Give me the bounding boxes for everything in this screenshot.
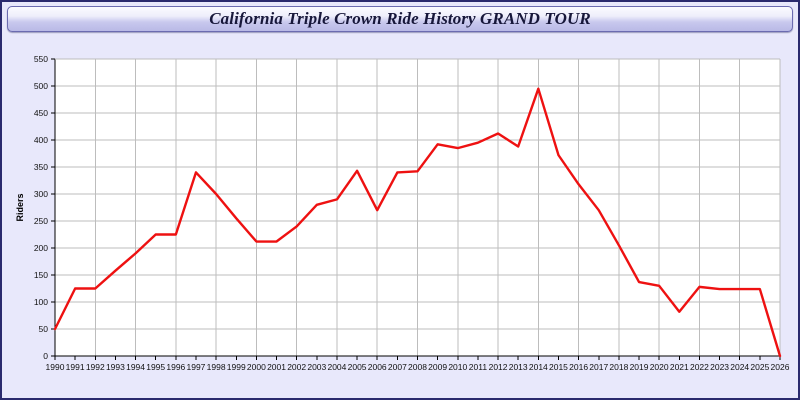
y-axis-tick-label: 300 (34, 189, 48, 199)
y-axis-tick-label: 550 (34, 54, 48, 64)
x-axis-tick-label: 1996 (166, 362, 185, 372)
x-axis-tick-label: 1991 (66, 362, 85, 372)
y-axis-tick-label: 250 (34, 216, 48, 226)
x-axis-tick-label: 1993 (106, 362, 125, 372)
x-axis-tick-label: 2020 (650, 362, 669, 372)
y-axis-tick-label: 0 (43, 351, 48, 361)
y-axis-tick-label: 500 (34, 81, 48, 91)
x-axis-tick-label: 1992 (86, 362, 105, 372)
x-axis-tick-label: 1990 (46, 362, 65, 372)
x-axis-tick-label: 2007 (388, 362, 407, 372)
y-axis-title: Riders (15, 193, 25, 221)
y-axis-tick-label: 50 (39, 324, 49, 334)
x-axis-tick-label: 2019 (630, 362, 649, 372)
series-line-riders (53, 87, 782, 358)
x-axis-tick-label: 2006 (368, 362, 387, 372)
x-axis-tick-label: 2011 (469, 362, 488, 372)
x-axis-tick-label: 2016 (569, 362, 588, 372)
x-axis-tick-label: 2000 (247, 362, 266, 372)
x-axis-tick-label: 1998 (207, 362, 226, 372)
x-axis-tick-label: 2022 (690, 362, 709, 372)
x-axis-tick-label: 1995 (146, 362, 165, 372)
x-axis-tick-label: 2023 (710, 362, 729, 372)
x-axis-tick-label: 2003 (307, 362, 326, 372)
x-axis-tick-label: 2013 (509, 362, 528, 372)
x-axis-tick-label: 1999 (227, 362, 246, 372)
y-axis-tick-label: 450 (34, 108, 48, 118)
x-axis-tick-label: 2015 (549, 362, 568, 372)
x-axis-tick-label: 2002 (287, 362, 306, 372)
y-axis-tick-label: 400 (34, 135, 48, 145)
x-axis-tick-label: 2010 (448, 362, 467, 372)
x-axis-tick-label: 2012 (489, 362, 508, 372)
x-axis-tick-label: 1997 (187, 362, 206, 372)
x-axis-tick-label: 2024 (730, 362, 749, 372)
x-axis-tick-label: 2004 (327, 362, 346, 372)
y-axis-tick-label: 350 (34, 162, 48, 172)
x-axis-tick-label: 2009 (428, 362, 447, 372)
page-title: California Triple Crown Ride History GRA… (209, 9, 591, 28)
x-axis-tick-label: 2017 (589, 362, 608, 372)
x-axis-tick-label: 2014 (529, 362, 548, 372)
x-axis-tick-label: 2026 (771, 362, 790, 372)
x-axis-tick-label: 2021 (670, 362, 689, 372)
x-axis-tick-label: 2025 (750, 362, 769, 372)
chart-plot-area: 0 50 100 150 200 250 300 350 400 450 500 550 1990 199… (10, 38, 794, 396)
x-axis-tick-label: 2018 (609, 362, 628, 372)
window-title-bar: California Triple Crown Ride History GRA… (7, 6, 793, 32)
x-axis-tick-label: 2005 (348, 362, 367, 372)
y-axis-tick-label: 150 (34, 270, 48, 280)
x-axis-tick-label: 1994 (126, 362, 145, 372)
x-axis-tick-label: 2001 (267, 362, 286, 372)
y-axis-tick-label: 200 (34, 243, 48, 253)
y-axis-tick-label: 100 (34, 297, 48, 307)
x-axis-tick-label: 2008 (408, 362, 427, 372)
